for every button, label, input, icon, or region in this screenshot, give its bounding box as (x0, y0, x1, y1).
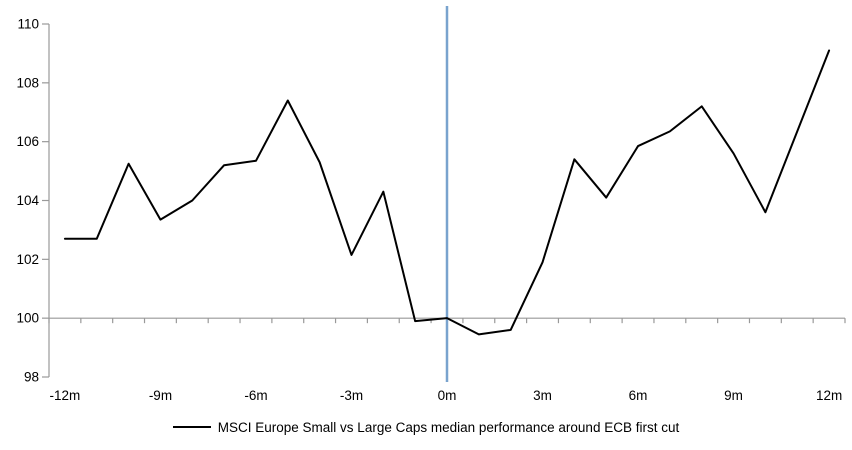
x-tick-label: 6m (629, 388, 648, 403)
legend-line-swatch (172, 426, 211, 428)
legend: MSCI Europe Small vs Large Caps median p… (0, 417, 852, 437)
series-line (63, 49, 831, 336)
y-tick-label: 98 (24, 370, 39, 385)
x-tick-label: 12m (816, 388, 842, 403)
x-tick-label: -12m (50, 388, 81, 403)
x-tick-label: -3m (340, 388, 363, 403)
x-tick-label: 3m (533, 388, 552, 403)
x-tick-label: -9m (149, 388, 172, 403)
y-tick-label: 110 (17, 17, 39, 32)
x-tick-label: 0m (438, 388, 457, 403)
x-tick-label: 9m (724, 388, 743, 403)
legend-label: MSCI Europe Small vs Large Caps median p… (217, 419, 680, 435)
y-tick-label: 106 (16, 134, 39, 149)
y-tick-label: 108 (16, 75, 39, 90)
y-tick-label: 100 (16, 311, 39, 326)
x-tick-label: -6m (244, 388, 267, 403)
y-tick-label: 102 (16, 252, 39, 267)
y-tick-label: 104 (16, 193, 39, 208)
